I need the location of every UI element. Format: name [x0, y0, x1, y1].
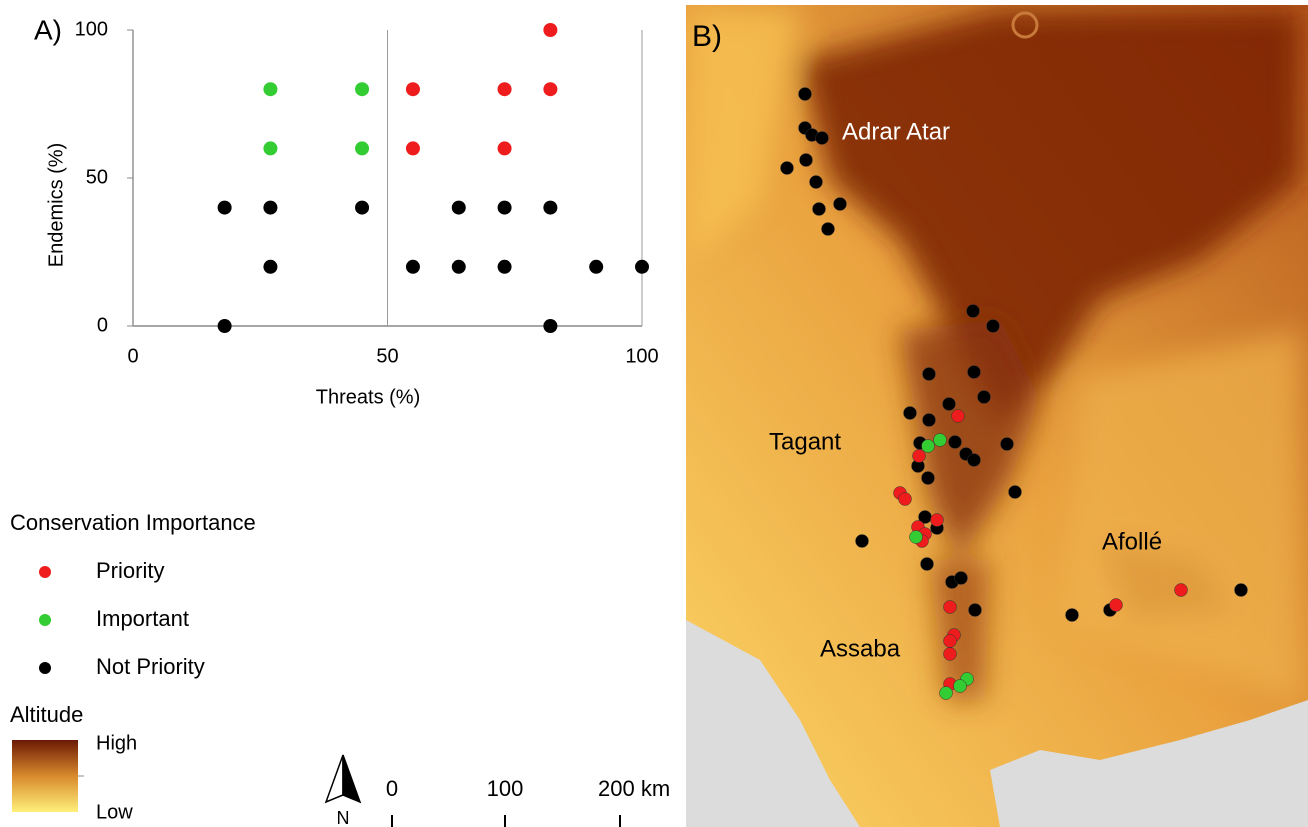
site [940, 687, 953, 700]
site [943, 398, 956, 411]
legend-label: Important [96, 606, 189, 631]
site [952, 410, 965, 423]
site [1175, 584, 1188, 597]
site [799, 88, 812, 101]
site [922, 440, 935, 453]
legend-marker [39, 566, 51, 578]
point [263, 141, 277, 155]
site [1235, 584, 1248, 597]
panel-label: A) [34, 14, 62, 45]
legend-label: Priority [96, 558, 164, 583]
site [1110, 599, 1123, 612]
site [800, 154, 813, 167]
point [498, 82, 512, 96]
point [452, 201, 466, 215]
point [406, 82, 420, 96]
site [955, 572, 968, 585]
altitude-ramp [12, 740, 78, 812]
legend-title: Conservation Importance [10, 510, 256, 535]
site [987, 320, 1000, 333]
x-tick-label: 100 [625, 345, 658, 367]
region-label: Afollé [1102, 528, 1162, 555]
point [355, 201, 369, 215]
point [355, 141, 369, 155]
site [934, 434, 947, 447]
y-tick-label: 100 [75, 18, 108, 40]
point [218, 319, 232, 333]
site [944, 648, 957, 661]
x-axis-label: Threats (%) [316, 386, 420, 408]
site [856, 535, 869, 548]
legend-label: Not Priority [96, 654, 205, 679]
legend-marker [39, 614, 51, 626]
figure: B) Adrar Atar Tagant Afollé Assaba A) Th… [0, 0, 1308, 827]
point [406, 141, 420, 155]
altitude-high: High [96, 732, 137, 754]
site [978, 391, 991, 404]
site [969, 604, 982, 617]
site [922, 472, 935, 485]
point [543, 82, 557, 96]
point [635, 260, 649, 274]
site [913, 450, 926, 463]
site [813, 203, 826, 216]
north-arrow [343, 755, 360, 802]
x-tick-label: 0 [127, 345, 138, 367]
site [954, 680, 967, 693]
site [899, 493, 912, 506]
point [589, 260, 603, 274]
site [923, 414, 936, 427]
site [1001, 438, 1014, 451]
site [944, 601, 957, 614]
altitude-low: Low [96, 801, 133, 823]
point [452, 260, 466, 274]
site [921, 558, 934, 571]
site [834, 198, 847, 211]
point [218, 201, 232, 215]
scale-label: 100 [487, 776, 524, 801]
point [498, 201, 512, 215]
site [904, 407, 917, 420]
site [968, 454, 981, 467]
point [406, 260, 420, 274]
scale-label: 0 [386, 776, 398, 801]
north-arrow [326, 755, 343, 802]
x-tick-label: 50 [376, 345, 398, 367]
map [686, 5, 1308, 827]
y-tick-label: 0 [97, 314, 108, 336]
site [967, 305, 980, 318]
site [944, 635, 957, 648]
site [781, 162, 794, 175]
site [1066, 609, 1079, 622]
site [931, 514, 944, 527]
site [923, 368, 936, 381]
site [949, 436, 962, 449]
site [816, 132, 829, 145]
point [543, 23, 557, 37]
site [910, 531, 923, 544]
region-label: Assaba [820, 635, 901, 662]
site [822, 223, 835, 236]
point [543, 201, 557, 215]
north-label: N [337, 808, 350, 827]
legend-marker [39, 662, 51, 674]
y-axis-label: Endemics (%) [45, 143, 67, 267]
region-label: Adrar Atar [842, 118, 950, 145]
point [355, 82, 369, 96]
site [810, 176, 823, 189]
scale-label: 200 km [598, 776, 670, 801]
site [968, 366, 981, 379]
panel-label: B) [692, 20, 722, 53]
point [543, 319, 557, 333]
y-tick-label: 50 [86, 166, 108, 188]
point [498, 141, 512, 155]
point [498, 260, 512, 274]
site [1009, 486, 1022, 499]
point [263, 201, 277, 215]
scale-bar [392, 815, 620, 827]
point [263, 82, 277, 96]
point [263, 260, 277, 274]
region-label: Tagant [769, 428, 841, 455]
altitude-title: Altitude [10, 702, 83, 727]
